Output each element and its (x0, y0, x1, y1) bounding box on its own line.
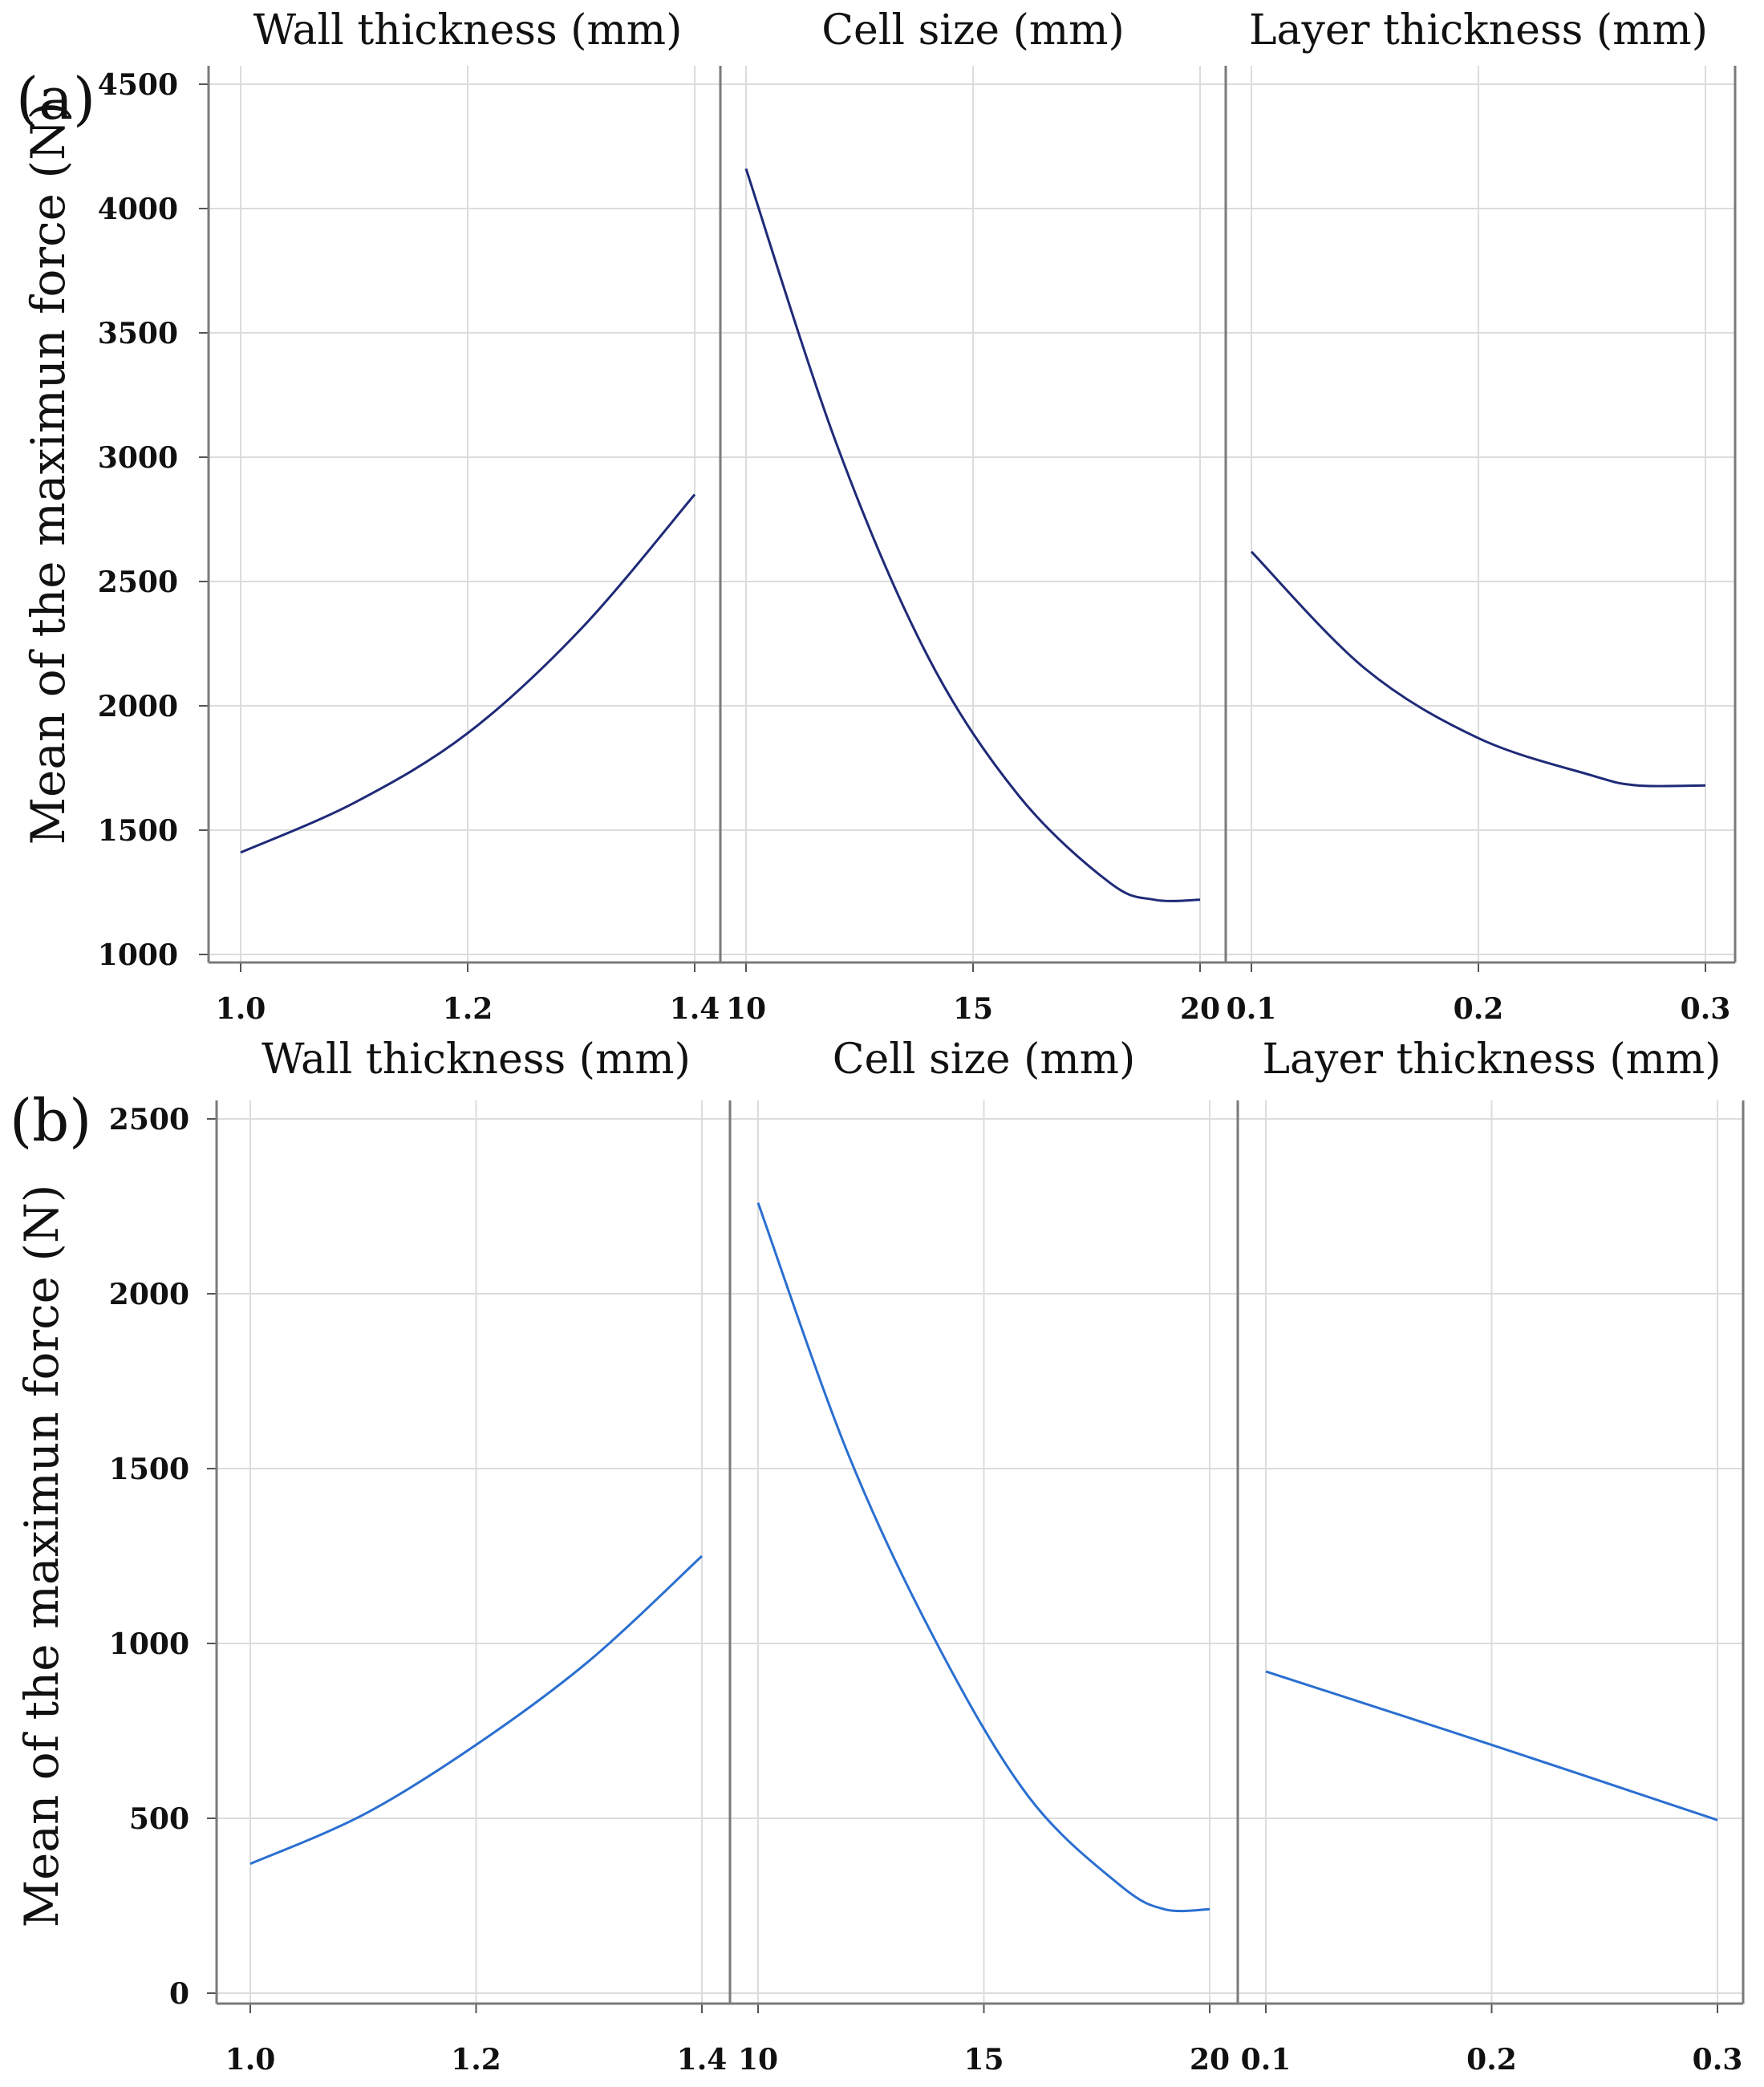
panel-title: Layer thickness (mm) (1262, 1035, 1721, 1084)
y-axis-label: Mean of the maximun force (N) (14, 1185, 69, 1928)
x-tick-label: 1.0 (216, 992, 266, 1026)
panel-label: (a) (16, 65, 95, 132)
x-tick-label: 1.2 (451, 2043, 501, 2077)
x-tick-label: 10 (726, 992, 766, 1026)
x-tick-label: 20 (1190, 2043, 1230, 2077)
y-tick-label: 2000 (98, 690, 178, 723)
y-tick-label: 2500 (109, 1103, 189, 1137)
series-line (240, 493, 696, 854)
x-tick-label: 1.2 (443, 992, 493, 1026)
x-tick-label: 0.2 (1454, 992, 1504, 1026)
series-line (1265, 1670, 1718, 1822)
y-axis-label: Mean of the maximun force (N) (21, 102, 75, 845)
panel-title: Wall thickness (mm) (253, 6, 683, 55)
y-tick-label: 1000 (109, 1627, 189, 1661)
y-tick-label: 0 (169, 1977, 189, 2011)
x-tick-label: 1.0 (225, 2043, 276, 2077)
y-tick-label: 3500 (98, 317, 178, 351)
series-line (1250, 550, 1706, 788)
x-tick-label: 10 (738, 2043, 778, 2077)
panel-1: Wall thickness (mm) 1.0 1.2 1.4 (225, 1035, 728, 2077)
x-tick-label: 15 (963, 2043, 1004, 2077)
y-tick-label: 4000 (98, 192, 178, 226)
panel-2: Cell size (mm) 10 15 20 (726, 6, 1220, 1026)
chart-a: (a)Mean of the maximun force (N) 1000 1500… (16, 6, 1737, 1026)
panel-3: Layer thickness (mm) 0.1 0.2 0.3 (1227, 6, 1731, 1026)
chart-b: (b) Mean of the maximun force (N) 0 500 1000… (10, 1035, 1745, 2077)
series-line (744, 168, 1201, 902)
x-tick-label: 15 (953, 992, 993, 1026)
y-tick-label: 500 (129, 1802, 189, 1836)
x-tick-label: 0.2 (1466, 2043, 1517, 2077)
panel-title: Layer thickness (mm) (1249, 6, 1708, 55)
panel-2: Cell size (mm) 10 15 20 (738, 1035, 1230, 2077)
y-tick-label: 1500 (98, 814, 178, 848)
x-tick-label: 0.1 (1227, 992, 1277, 1026)
x-tick-label: 0.1 (1241, 2043, 1292, 2077)
y-tick-label: 1000 (98, 938, 178, 972)
y-tick-label: 2500 (98, 565, 178, 599)
y-tick-label: 4500 (98, 68, 178, 102)
x-tick-label: 0.3 (1681, 992, 1731, 1026)
x-tick-label: 1.4 (670, 992, 720, 1026)
panel-3: Layer thickness (mm) 0.1 0.2 0.3 (1241, 1035, 1743, 2077)
series-line (249, 1554, 704, 1866)
series-line (756, 1202, 1210, 1913)
x-tick-label: 1.4 (677, 2043, 728, 2077)
panel-title: Wall thickness (mm) (262, 1035, 691, 1084)
x-tick-label: 0.3 (1693, 2043, 1743, 2077)
panel-label: (b) (10, 1087, 91, 1154)
panel-1: Wall thickness (mm) 1.0 1.2 1.4 (216, 6, 720, 1026)
y-tick-label: 2000 (109, 1278, 189, 1311)
panel-title: Cell size (mm) (821, 6, 1125, 55)
y-tick-label: 1500 (109, 1453, 189, 1486)
y-tick-label: 3000 (98, 441, 178, 475)
x-tick-label: 20 (1180, 992, 1220, 1026)
panel-title: Cell size (mm) (833, 1035, 1136, 1084)
